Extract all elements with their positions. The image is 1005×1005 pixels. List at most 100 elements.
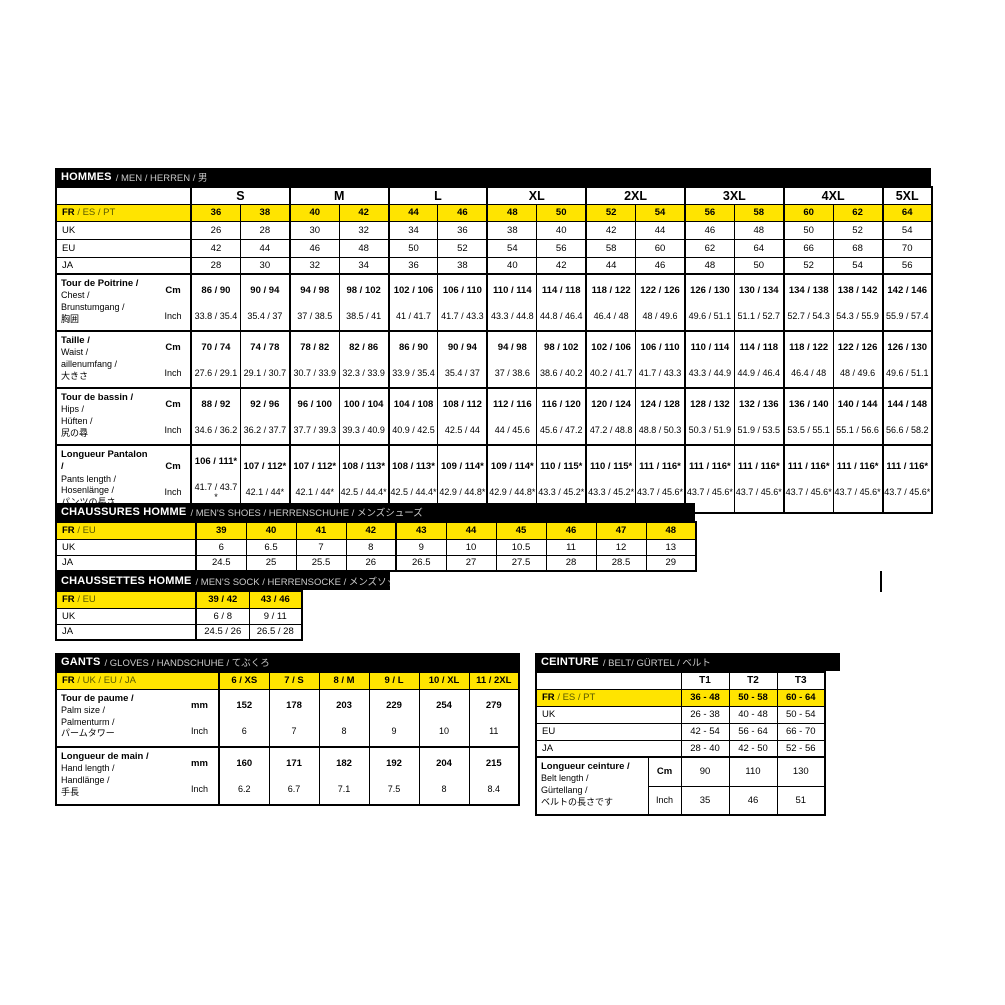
size-row-uk: UK 6 6.5 7 8 9 10 10.5 11 12 13 [55, 538, 697, 556]
table-cell: 48 [683, 256, 735, 275]
table-cell: 46 [288, 238, 340, 258]
belt-length-inch-row: Inch 35 46 51 [536, 785, 826, 816]
section-title: CHAUSSURES HOMME [61, 506, 187, 518]
table-cell: 114 / 118 44.8 / 46.4 [536, 273, 587, 332]
section-title: CHAUSSETTES HOMME [61, 575, 192, 587]
table-cell: 43 / 46 [248, 590, 303, 609]
table-cell: 114 / 118 44.9 / 46.4 [733, 330, 785, 389]
belt-section-title-bar: CEINTURE / BELT/ GÜRTEL / ベルト [535, 653, 840, 671]
table-cell: 24.5 [195, 554, 247, 572]
table-cell: 44 [585, 256, 637, 275]
table-cell: 120 / 124 47.2 / 48.8 [585, 387, 637, 446]
table-cell: 56 [881, 256, 933, 275]
row-label: UK [55, 607, 197, 625]
table-cell: 160 6.2 [218, 746, 270, 806]
table-cell: 32 [338, 220, 390, 240]
table-cell: 64 [881, 203, 933, 222]
table-cell: 111 / 116* 43.7 / 45.6* [832, 444, 884, 514]
table-cell: 25.5 [295, 554, 347, 572]
table-cell: 108 / 113* 42.5 / 44.4* [387, 444, 439, 514]
table-cell: 60 [782, 203, 834, 222]
belt-size-column: T3 [776, 671, 826, 690]
unit-cell: mm Inch [181, 746, 220, 806]
table-cell: 34 [387, 220, 439, 240]
empty-corner-cell [535, 671, 682, 690]
table-cell: 54 [486, 238, 538, 258]
belt-length-cm-row: Longueur ceinture / Belt length / Gürtell… [535, 756, 826, 816]
mens-clothing-section: HOMMES / MEN / HERREN / 男 S M L XL 2XL 3… [55, 168, 933, 514]
table-cell: 229 9 [368, 688, 420, 748]
size-row-ja: JA 28 30 32 34 36 38 40 42 44 46 48 50 52 54 56 [55, 256, 933, 275]
table-cell: 94 / 98 37 / 38.6 [486, 330, 538, 389]
table-cell: 109 / 114* 42.9 / 44.8* [437, 444, 488, 514]
table-cell: 90 / 94 35.4 / 37 [437, 330, 488, 389]
table-cell: 44 [239, 238, 291, 258]
table-cell: 130 [776, 756, 826, 787]
table-cell: 56 - 64 [728, 722, 778, 741]
size-group: 3XL [683, 186, 785, 205]
belt-size-table: T1 T2 T3 FR / ES / PT 36 - 48 50 - 58 60 -… [535, 671, 826, 816]
measure-label: Longueur ceinture / Belt length / Gürtell… [535, 756, 649, 816]
table-cell: 110 / 114 43.3 / 44.8 [486, 273, 538, 332]
table-cell: 41 [295, 521, 347, 540]
table-cell: 60 [635, 238, 686, 258]
table-cell: 111 / 116* 43.7 / 45.6* [733, 444, 785, 514]
table-cell: 9 [395, 538, 447, 556]
measure-label: Tour de Poitrine / Chest / Brunstumgang /… [55, 273, 156, 332]
row-label: UK [535, 705, 682, 724]
table-cell: 48 [645, 521, 697, 540]
table-cell: 82 / 86 32.3 / 33.9 [338, 330, 390, 389]
size-group: L [387, 186, 488, 205]
belt-section: CEINTURE / BELT/ GÜRTEL / ベルト T1 T2 T3 F… [535, 653, 840, 816]
measure-row-pants-length: Longueur Pantalon / Pants length / Hosenl… [55, 444, 933, 514]
table-cell: 54 [832, 256, 884, 275]
table-cell: 110 / 115* 43.3 / 45.2* [585, 444, 637, 514]
table-cell: 204 8 [418, 746, 470, 806]
table-cell: 42 [345, 521, 397, 540]
table-cell: 106 / 110 41.7 / 43.3 [635, 330, 686, 389]
size-row-uk: UK 26 - 38 40 - 48 50 - 54 [535, 705, 826, 724]
table-cell: 39 [195, 521, 247, 540]
size-group: 5XL [881, 186, 933, 205]
section-title: CEINTURE [541, 656, 599, 668]
shoes-section-title-bar: CHAUSSURES HOMME / MEN'S SHOES / HERRENS… [55, 503, 695, 521]
shoes-size-table: FR / EU 39 40 41 42 43 44 45 46 47 48 UK 6 6.5 7 8 9 1… [55, 521, 697, 572]
section-title-translations: / GLOVES / HANDSCHUHE / てぶくろ [104, 658, 270, 669]
table-cell: 48 [338, 238, 390, 258]
table-cell: 58 [585, 238, 637, 258]
table-cell: 11 [545, 538, 597, 556]
table-cell: 25 [245, 554, 297, 572]
table-cell: 36 [189, 203, 241, 222]
measure-label: Longueur Pantalon / Pants length / Hosenl… [55, 444, 156, 514]
table-cell: 52 [832, 220, 884, 240]
table-cell: 28 [239, 220, 291, 240]
table-cell: 122 / 126 48 / 49.6 [635, 273, 686, 332]
measure-row-palm: Tour de paume / Palm size / Palmenturm / パ… [55, 688, 520, 748]
table-cell: 42 [585, 220, 637, 240]
table-cell: 28 [545, 554, 597, 572]
table-cell: 42 - 50 [728, 739, 778, 758]
table-cell: 9 / 11 [248, 607, 303, 625]
table-cell: 62 [832, 203, 884, 222]
table-cell: 144 / 148 56.6 / 58.2 [881, 387, 933, 446]
table-cell: 6 [195, 538, 247, 556]
row-label: EU [55, 238, 192, 258]
socks-section-title-bar: CHAUSSETTES HOMME / MEN'S SOCK / HERRENS… [55, 572, 390, 590]
table-cell: 36 - 48 [680, 688, 730, 707]
table-cell: 66 - 70 [776, 722, 826, 741]
table-cell: 50 [782, 220, 834, 240]
section-title: GANTS [61, 656, 101, 668]
measure-label: Longueur de main / Hand length / Handläng… [55, 746, 181, 806]
table-cell: 42 [338, 203, 390, 222]
measure-row-hips: Tour de bassin / Hips / Hüften / 尻の尋 Cm Inc… [55, 387, 933, 446]
table-cell: 26 - 38 [680, 705, 730, 724]
table-cell: 30 [239, 256, 291, 275]
unit-cell: mm Inch [181, 688, 220, 748]
table-cell: 64 [733, 238, 785, 258]
table-cell: 12 [595, 538, 647, 556]
size-group-header-row: S M L XL 2XL 3XL 4XL 5XL [55, 186, 933, 205]
row-label: JA [535, 739, 682, 758]
table-cell: 39 / 42 [195, 590, 250, 609]
table-cell: 110 / 114 43.3 / 44.9 [683, 330, 735, 389]
